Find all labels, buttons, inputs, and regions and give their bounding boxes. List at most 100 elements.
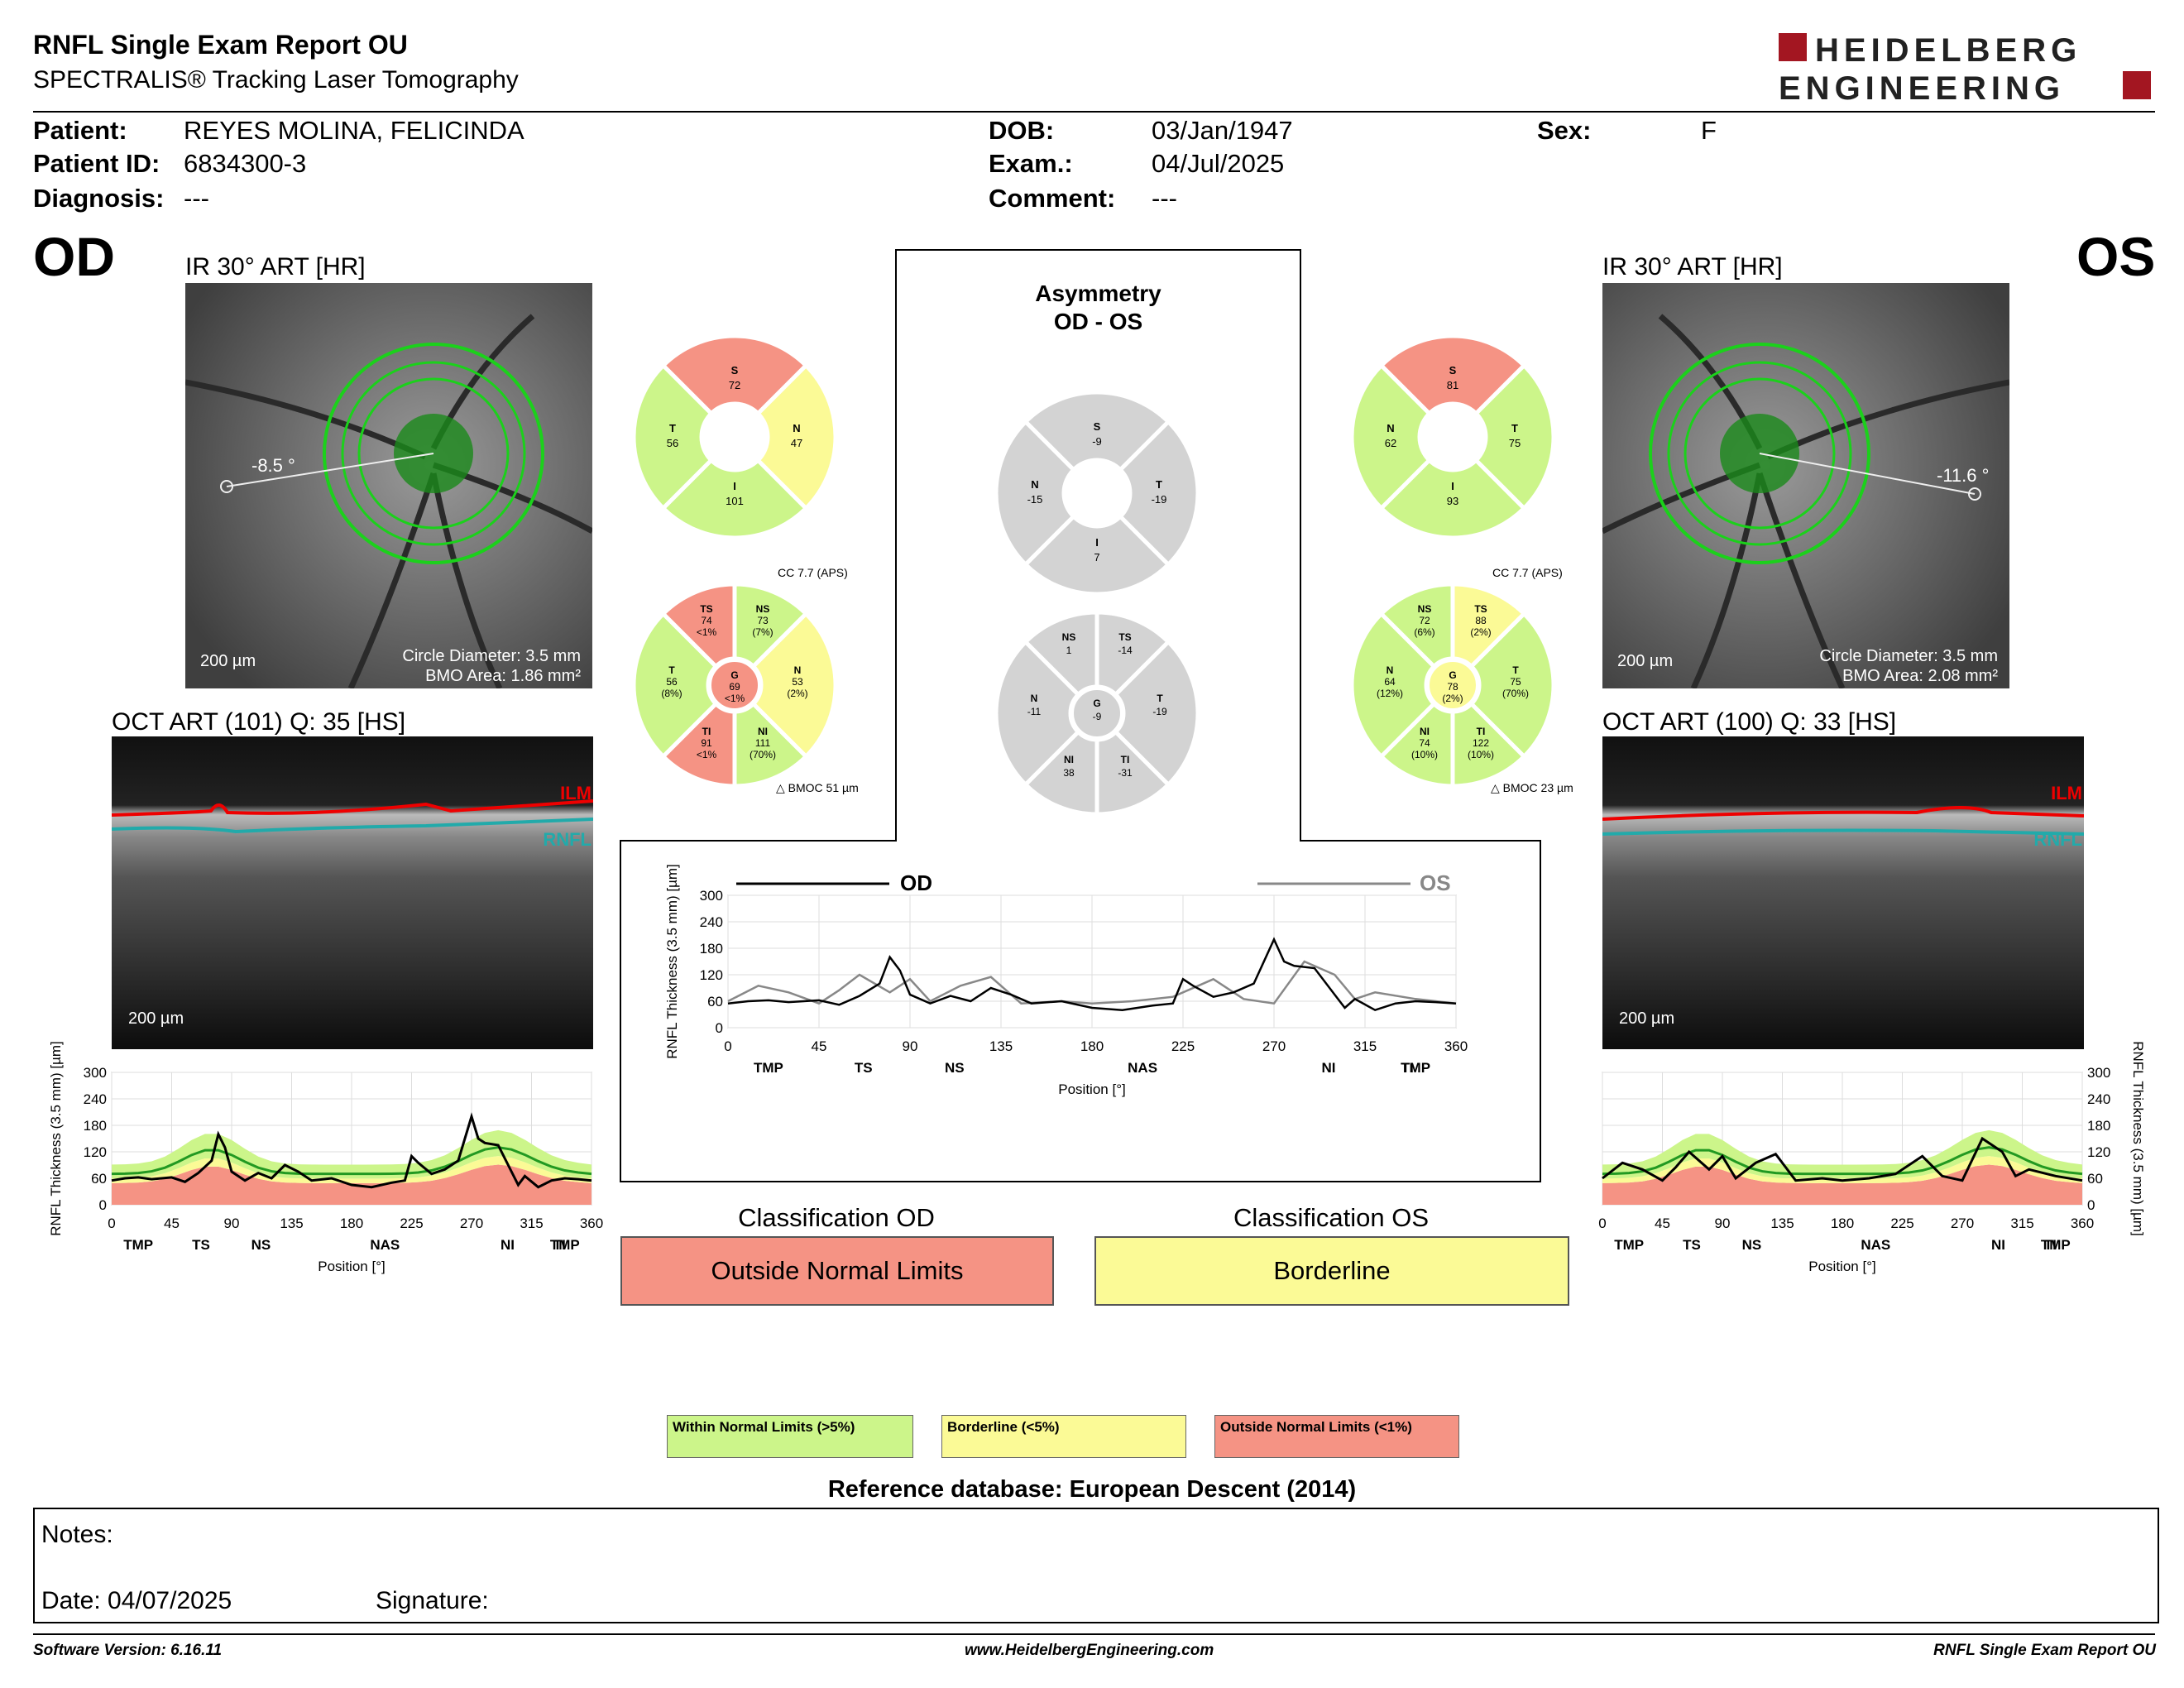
os-bmo-area: BMO Area: 2.08 mm² — [1842, 667, 1998, 685]
os-bmoc-label: △ BMOC 23 µm — [1491, 781, 1573, 794]
os-chart-sector-label: NAS — [1861, 1237, 1890, 1253]
od-angle: -8.5 ° — [251, 455, 295, 476]
patient-label: Patient: — [33, 116, 127, 145]
od-chart-xtick: 315 — [520, 1216, 543, 1231]
compare-chart-xlabel: Position [°] — [1058, 1081, 1125, 1097]
sex: F — [1701, 116, 1717, 145]
notes-box[interactable]: Notes: Date: 04/07/2025 Signature: — [33, 1508, 2159, 1623]
os-chart-thickness-line — [1602, 1136, 2083, 1182]
software-version: Software Version: 6.16.11 — [33, 1642, 223, 1659]
od-chart-sector-label: TI — [553, 1237, 566, 1253]
od-chart-sector-label: NAS — [370, 1237, 400, 1253]
os-chart-xtick: 0 — [1598, 1216, 1606, 1231]
legend-within-normal: Within Normal Limits (>5%) — [667, 1415, 913, 1458]
od-chart-ytick: 240 — [84, 1091, 107, 1107]
od-chart-ytick: 120 — [84, 1144, 107, 1160]
sex-label: Sex: — [1537, 116, 1592, 145]
od-chart-ytick: 60 — [91, 1171, 107, 1187]
compare-chart-xtick: 45 — [812, 1038, 827, 1054]
dob-label: DOB: — [989, 116, 1055, 145]
compare-chart-xtick: 90 — [903, 1038, 918, 1054]
compare-chart-sector-label: NI — [1322, 1060, 1336, 1076]
compare-os-legend: OS — [1420, 870, 1451, 895]
dob: 03/Jan/1947 — [1152, 116, 1293, 145]
os-chart-xtick: 225 — [1890, 1216, 1913, 1231]
os-chart-ylabel: RNFL Thickness (3.5 mm) [µm] — [2130, 1041, 2146, 1236]
compare-chart-xtick: 270 — [1262, 1038, 1286, 1054]
od-ilm-label: ILM — [560, 783, 592, 803]
os-bscan-image: ILM RNFL 200 µm — [1602, 736, 2084, 1049]
od-ir-caption: IR 30° ART [HR] — [185, 253, 366, 281]
os-chart-ytick: 60 — [2087, 1171, 2103, 1187]
notes-label: Notes: — [41, 1521, 113, 1548]
compare-chart-sector-label: TMP — [1401, 1060, 1430, 1076]
od-chart-xtick: 90 — [224, 1216, 240, 1231]
compare-od-line — [727, 937, 1457, 1012]
diagnosis-label: Diagnosis: — [33, 184, 165, 213]
comment: --- — [1152, 184, 1177, 213]
heidelberg-logo: HEIDELBERG ENGINEERING — [1779, 30, 2159, 107]
report-subtitle: SPECTRALIS® Tracking Laser Tomography — [33, 66, 519, 94]
os-chart-ytick: 0 — [2087, 1197, 2095, 1213]
compare-chart-xtick: 315 — [1353, 1038, 1377, 1054]
comment-label: Comment: — [989, 184, 1116, 213]
svg-text:ENGINEERING: ENGINEERING — [1779, 70, 2065, 104]
os-fundus-image: -11.6 ° 200 µm Circle Diameter: 3.5 mm B… — [1602, 283, 2009, 688]
od-rnfl-label: RNFL — [543, 829, 592, 850]
os-chart-band-normal — [1602, 1129, 2082, 1179]
od-chart-band-normal — [112, 1129, 592, 1179]
os-angle: -11.6 ° — [1937, 465, 1990, 486]
os-cc-label: CC 7.7 (APS) — [1492, 566, 1563, 579]
compare-chart-sector-label: TS — [855, 1060, 873, 1076]
od-chart-sector-label: TS — [192, 1237, 210, 1253]
od-chart-xtick: 45 — [164, 1216, 180, 1231]
website-link[interactable]: www.HeidelbergEngineering.com — [965, 1642, 1214, 1659]
os-ir-scale: 200 µm — [1617, 652, 1674, 670]
os-circle-diameter: Circle Diameter: 3.5 mm — [1819, 647, 1998, 665]
od-chart-xtick: 225 — [400, 1216, 423, 1231]
os-chart-sector-label: TMP — [1614, 1237, 1644, 1253]
od-chart-ytick: 300 — [84, 1065, 107, 1081]
classification-od-label: Classification OD — [738, 1203, 935, 1232]
od-bscan-scale: 200 µm — [128, 1009, 184, 1028]
svg-text:HEIDELBERG: HEIDELBERG — [1815, 32, 2081, 69]
od-ir-scale: 200 µm — [200, 652, 256, 670]
os-chart-xtick: 90 — [1715, 1216, 1731, 1231]
header-divider — [33, 111, 2155, 113]
classification-od-box: Outside Normal Limits — [620, 1236, 1054, 1306]
od-chart-xtick: 270 — [460, 1216, 483, 1231]
os-chart-xlabel: Position [°] — [1808, 1259, 1875, 1274]
os-chart-sector-label: NS — [1742, 1237, 1762, 1253]
od-chart-xtick: 135 — [280, 1216, 303, 1231]
patient-id-label: Patient ID: — [33, 149, 160, 178]
od-cc-label: CC 7.7 (APS) — [778, 566, 848, 579]
os-chart-band-outside — [1602, 1164, 2082, 1205]
legend-borderline: Borderline (<5%) — [941, 1415, 1186, 1458]
od-chart-sector-label: NI — [500, 1237, 515, 1253]
od-chart-sector-label: TMP — [123, 1237, 153, 1253]
os-chart-sector-label: TMP — [2041, 1237, 2071, 1253]
footer-report-name: RNFL Single Exam Report OU — [1933, 1642, 2156, 1659]
reference-database: Reference database: European Descent (20… — [827, 1476, 1357, 1503]
os-chart-xtick: 135 — [1770, 1216, 1794, 1231]
os-chart-band-borderline — [1602, 1156, 2082, 1183]
os-chart-sector-label: TS — [1683, 1237, 1701, 1253]
exam-date: 04/Jul/2025 — [1152, 149, 1285, 178]
compare-chart-ytick: 300 — [700, 888, 723, 904]
od-chart-xtick: 360 — [580, 1216, 603, 1231]
os-bscan-scale: 200 µm — [1619, 1009, 1675, 1028]
compare-chart-ytick: 180 — [700, 941, 723, 957]
od-chart-ylabel: RNFL Thickness (3.5 mm) [µm] — [48, 1041, 64, 1236]
eye-os-label: OS — [2076, 226, 2156, 287]
os-chart-ytick: 300 — [2087, 1065, 2110, 1081]
compare-chart-ytick: 120 — [700, 967, 723, 983]
exam-label: Exam.: — [989, 149, 1073, 178]
compare-chart-sector-label: TMP — [754, 1060, 783, 1076]
notes-date: Date: 04/07/2025 — [41, 1587, 232, 1614]
asymmetry-title-line1: Asymmetry — [1035, 281, 1161, 306]
od-chart-band-borderline — [112, 1156, 592, 1183]
signature-label: Signature: — [376, 1587, 489, 1614]
od-circle-diameter: Circle Diameter: 3.5 mm — [402, 647, 581, 665]
